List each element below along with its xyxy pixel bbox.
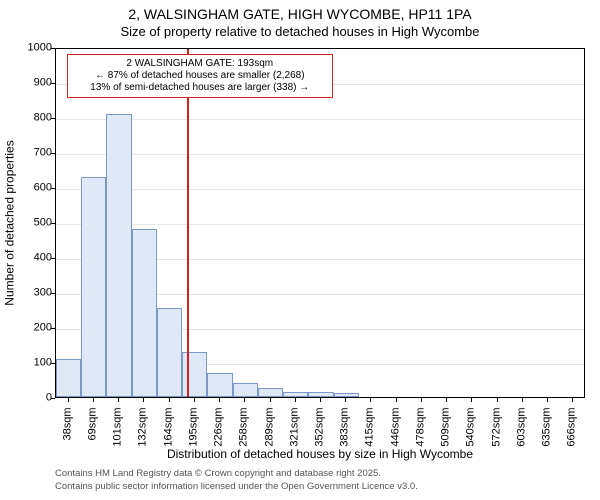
histogram-bar <box>182 352 207 398</box>
y-tick-mark <box>51 328 55 329</box>
y-tick-label: 900 <box>12 78 52 89</box>
y-tick-label: 1000 <box>12 43 52 54</box>
x-tick-mark <box>194 398 195 402</box>
y-tick-mark <box>51 188 55 189</box>
chart-title-line2: Size of property relative to detached ho… <box>0 24 600 39</box>
y-tick-label: 100 <box>12 358 52 369</box>
x-tick-label: 321sqm <box>289 408 300 458</box>
histogram-bar <box>334 393 359 397</box>
x-tick-mark <box>219 398 220 402</box>
annotation-line: 2 WALSINGHAM GATE: 193sqm <box>73 58 327 70</box>
x-tick-mark <box>497 398 498 402</box>
annotation-line: ← 87% of detached houses are smaller (2,… <box>73 70 327 82</box>
y-tick-label: 200 <box>12 323 52 334</box>
y-tick-label: 600 <box>12 183 52 194</box>
plot-area: 2 WALSINGHAM GATE: 193sqm← 87% of detach… <box>55 48 585 398</box>
annotation-box: 2 WALSINGHAM GATE: 193sqm← 87% of detach… <box>67 54 333 98</box>
x-tick-label: 572sqm <box>491 408 502 458</box>
x-tick-mark <box>471 398 472 402</box>
x-tick-mark <box>68 398 69 402</box>
x-tick-label: 164sqm <box>163 408 174 458</box>
histogram-bar <box>106 114 131 398</box>
gridline <box>56 119 584 120</box>
x-tick-label: 415sqm <box>365 408 376 458</box>
x-tick-label: 195sqm <box>188 408 199 458</box>
x-tick-label: 132sqm <box>138 408 149 458</box>
x-tick-label: 446sqm <box>390 408 401 458</box>
x-tick-mark <box>143 398 144 402</box>
x-tick-mark <box>270 398 271 402</box>
y-tick-label: 400 <box>12 253 52 264</box>
x-tick-mark <box>370 398 371 402</box>
x-tick-mark <box>320 398 321 402</box>
x-tick-label: 258sqm <box>239 408 250 458</box>
attribution-line1: Contains HM Land Registry data © Crown c… <box>55 468 381 479</box>
x-tick-mark <box>421 398 422 402</box>
y-tick-mark <box>51 398 55 399</box>
x-tick-label: 666sqm <box>567 408 578 458</box>
y-tick-mark <box>51 83 55 84</box>
x-tick-label: 603sqm <box>516 408 527 458</box>
x-tick-label: 289sqm <box>264 408 275 458</box>
x-tick-label: 352sqm <box>315 408 326 458</box>
x-tick-mark <box>345 398 346 402</box>
histogram-bar <box>56 359 81 398</box>
attribution-line2: Contains public sector information licen… <box>55 481 418 492</box>
x-tick-label: 383sqm <box>340 408 351 458</box>
x-tick-mark <box>295 398 296 402</box>
histogram-bar <box>233 383 258 397</box>
histogram-bar <box>157 308 182 397</box>
histogram-bar <box>283 392 308 397</box>
y-tick-label: 0 <box>12 393 52 404</box>
histogram-bar <box>207 373 232 398</box>
histogram-bar <box>81 177 106 398</box>
x-tick-mark <box>547 398 548 402</box>
y-tick-mark <box>51 363 55 364</box>
histogram-bar <box>132 229 157 397</box>
y-tick-label: 700 <box>12 148 52 159</box>
x-tick-label: 478sqm <box>415 408 426 458</box>
y-tick-mark <box>51 118 55 119</box>
x-tick-label: 69sqm <box>87 408 98 458</box>
y-tick-label: 300 <box>12 288 52 299</box>
x-tick-mark <box>169 398 170 402</box>
gridline <box>56 189 584 190</box>
x-tick-label: 38sqm <box>62 408 73 458</box>
y-tick-label: 500 <box>12 218 52 229</box>
chart-container: 2, WALSINGHAM GATE, HIGH WYCOMBE, HP11 1… <box>0 0 600 500</box>
x-tick-mark <box>446 398 447 402</box>
x-tick-label: 101sqm <box>113 408 124 458</box>
x-tick-mark <box>396 398 397 402</box>
y-tick-mark <box>51 293 55 294</box>
x-tick-mark <box>118 398 119 402</box>
x-tick-mark <box>522 398 523 402</box>
annotation-line: 13% of semi-detached houses are larger (… <box>73 82 327 94</box>
gridline <box>56 154 584 155</box>
chart-title-line1: 2, WALSINGHAM GATE, HIGH WYCOMBE, HP11 1… <box>0 6 600 22</box>
x-tick-mark <box>244 398 245 402</box>
histogram-bar <box>308 392 333 397</box>
y-tick-mark <box>51 48 55 49</box>
x-tick-label: 509sqm <box>441 408 452 458</box>
x-tick-mark <box>572 398 573 402</box>
x-tick-mark <box>93 398 94 402</box>
histogram-bar <box>258 388 283 397</box>
x-tick-label: 635sqm <box>542 408 553 458</box>
x-tick-label: 540sqm <box>466 408 477 458</box>
y-tick-mark <box>51 223 55 224</box>
y-tick-label: 800 <box>12 113 52 124</box>
x-tick-label: 226sqm <box>214 408 225 458</box>
y-tick-mark <box>51 258 55 259</box>
gridline <box>56 224 584 225</box>
y-tick-mark <box>51 153 55 154</box>
reference-line <box>187 49 189 397</box>
